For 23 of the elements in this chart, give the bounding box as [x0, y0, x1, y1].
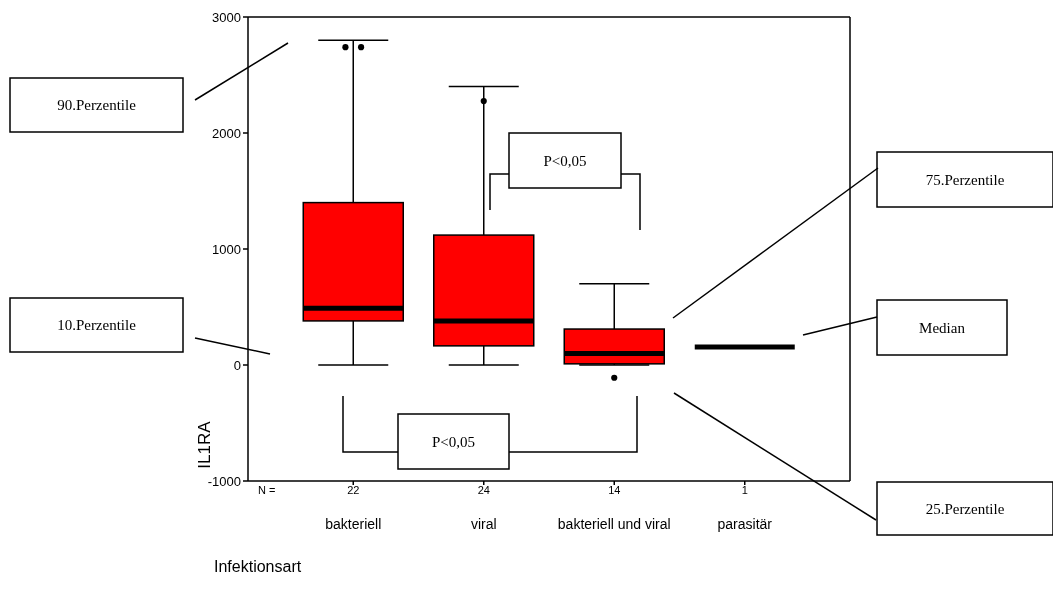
x-axis-title: Infektionsart [214, 558, 302, 575]
y-tick-label: 0 [233, 357, 241, 373]
y-tick-label: -1000 [207, 473, 241, 489]
text: 22 [347, 484, 360, 496]
y-axis-title: IL1RA [195, 420, 214, 469]
x-tick-label: bakteriell [325, 516, 382, 532]
x-tick-label: parasitär [717, 516, 773, 532]
text: Median [919, 319, 966, 336]
annotation: P<0,05 [431, 433, 476, 450]
x-tick-label: bakteriell und viral [557, 516, 671, 532]
text: N = [258, 484, 276, 496]
text: 90.Perzentile [57, 97, 137, 113]
text: 24 [477, 484, 490, 496]
x-tick-label: viral [470, 516, 497, 532]
y-tick-label: 1000 [212, 241, 241, 257]
y-tick-label: 3000 [212, 9, 241, 25]
text: 14 [608, 484, 621, 496]
text: 75.Perzentile [925, 171, 1005, 188]
text: 10.Perzentile [57, 317, 137, 333]
y-tick-label: 2000 [212, 125, 241, 141]
text: 25.Perzentile [925, 500, 1005, 517]
annotation: P<0,05 [543, 152, 587, 169]
text: 1 [741, 484, 748, 496]
